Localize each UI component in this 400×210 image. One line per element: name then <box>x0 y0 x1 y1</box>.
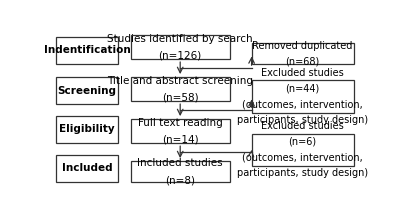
Text: Excluded studies: Excluded studies <box>261 121 344 131</box>
Text: (n=126): (n=126) <box>158 51 202 60</box>
Text: (outcomes, intervention,: (outcomes, intervention, <box>242 153 363 163</box>
FancyBboxPatch shape <box>56 155 118 182</box>
FancyBboxPatch shape <box>131 35 230 59</box>
Text: participants, study design): participants, study design) <box>237 115 368 125</box>
Text: (n=58): (n=58) <box>162 93 198 102</box>
FancyBboxPatch shape <box>252 134 354 166</box>
Text: Indentification: Indentification <box>44 45 130 55</box>
Text: Included: Included <box>62 163 112 173</box>
Text: Screening: Screening <box>58 86 117 96</box>
Text: Excluded studies: Excluded studies <box>261 68 344 77</box>
Text: (n=8): (n=8) <box>165 175 195 185</box>
Text: Included studies: Included studies <box>137 158 223 168</box>
FancyBboxPatch shape <box>131 119 230 143</box>
Text: Eligibility: Eligibility <box>59 125 115 134</box>
Text: (n=68): (n=68) <box>286 56 320 66</box>
FancyBboxPatch shape <box>252 80 354 113</box>
FancyBboxPatch shape <box>131 77 230 101</box>
FancyBboxPatch shape <box>56 37 118 64</box>
FancyBboxPatch shape <box>56 116 118 143</box>
Text: participants, study design): participants, study design) <box>237 168 368 178</box>
FancyBboxPatch shape <box>131 161 230 182</box>
Text: Removed duplicated: Removed duplicated <box>252 41 353 51</box>
Text: (n=44): (n=44) <box>286 83 320 93</box>
Text: Studies identified by search: Studies identified by search <box>107 34 253 43</box>
Text: Full text reading: Full text reading <box>138 118 222 128</box>
Text: Title and abstract screening: Title and abstract screening <box>107 76 253 86</box>
Text: (n=6): (n=6) <box>288 137 317 147</box>
Text: (outcomes, intervention,: (outcomes, intervention, <box>242 99 363 109</box>
FancyBboxPatch shape <box>56 77 118 104</box>
Text: (n=14): (n=14) <box>162 135 198 145</box>
FancyBboxPatch shape <box>252 43 354 64</box>
